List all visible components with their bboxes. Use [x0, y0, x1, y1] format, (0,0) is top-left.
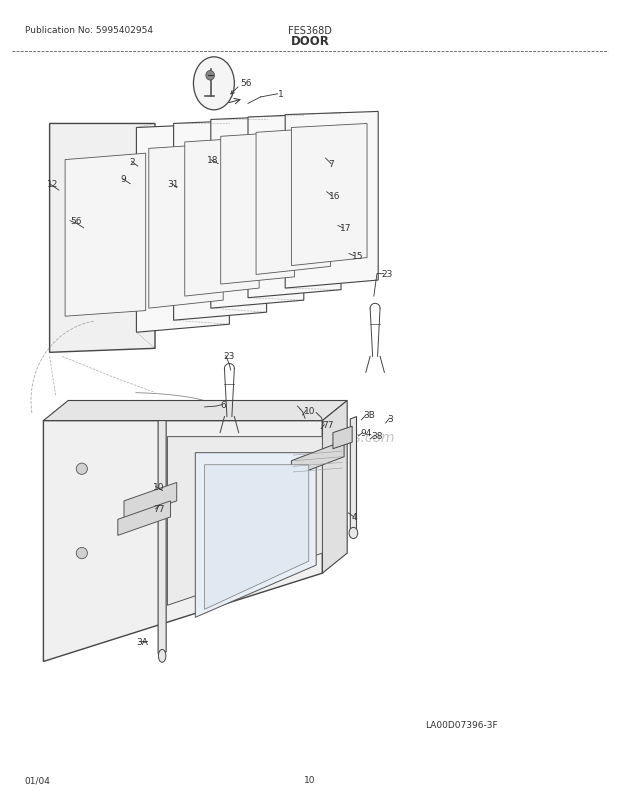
Text: 10: 10 [153, 482, 165, 492]
Text: 2: 2 [129, 157, 135, 167]
Ellipse shape [76, 548, 87, 559]
Text: 31: 31 [167, 180, 179, 189]
Text: LA00D07396-3F: LA00D07396-3F [425, 720, 497, 729]
Text: 10: 10 [304, 406, 316, 415]
Polygon shape [285, 112, 378, 289]
Text: 01/04: 01/04 [25, 776, 51, 784]
Polygon shape [211, 116, 304, 309]
Polygon shape [158, 421, 166, 654]
Polygon shape [149, 144, 223, 309]
Text: 9: 9 [120, 175, 126, 184]
Polygon shape [124, 483, 177, 520]
Ellipse shape [206, 71, 215, 81]
Polygon shape [43, 421, 322, 662]
Polygon shape [65, 154, 146, 317]
Text: 56: 56 [241, 79, 252, 88]
Text: 7: 7 [329, 160, 334, 169]
Text: 3A: 3A [136, 637, 148, 646]
Polygon shape [291, 441, 344, 477]
Circle shape [349, 528, 358, 539]
Polygon shape [50, 124, 155, 353]
Text: eReplacementParts.com: eReplacementParts.com [225, 430, 395, 444]
Text: 18: 18 [206, 156, 218, 165]
Text: 10: 10 [304, 776, 316, 784]
Ellipse shape [159, 650, 166, 662]
Text: 3: 3 [387, 414, 392, 423]
Text: 6: 6 [220, 400, 226, 410]
Polygon shape [350, 417, 356, 537]
Circle shape [193, 58, 234, 111]
Text: 23: 23 [381, 269, 392, 279]
Polygon shape [167, 437, 322, 606]
Text: 3B: 3B [363, 411, 375, 420]
Text: 94: 94 [360, 428, 371, 438]
Polygon shape [43, 401, 347, 421]
Polygon shape [195, 453, 316, 618]
Text: 23: 23 [223, 351, 234, 361]
Polygon shape [256, 128, 330, 275]
Text: 4: 4 [352, 512, 357, 522]
Text: 15: 15 [352, 252, 364, 261]
Polygon shape [205, 465, 309, 610]
Polygon shape [185, 138, 259, 297]
Polygon shape [333, 427, 352, 449]
Text: 12: 12 [47, 180, 58, 189]
Polygon shape [136, 124, 229, 333]
Polygon shape [248, 114, 341, 298]
Text: FES368D: FES368D [288, 26, 332, 35]
Polygon shape [322, 401, 347, 573]
Text: Publication No: 5995402954: Publication No: 5995402954 [25, 26, 153, 34]
Polygon shape [174, 120, 267, 321]
Text: 56: 56 [70, 217, 82, 226]
Text: 38: 38 [371, 431, 383, 441]
Text: 1: 1 [278, 90, 283, 99]
Ellipse shape [76, 464, 87, 475]
Polygon shape [118, 501, 170, 536]
Text: 77: 77 [153, 504, 165, 514]
Text: 16: 16 [329, 192, 341, 201]
Polygon shape [221, 132, 294, 285]
Text: DOOR: DOOR [291, 35, 329, 48]
Polygon shape [291, 124, 367, 266]
Text: 77: 77 [322, 420, 334, 430]
Text: 17: 17 [340, 224, 352, 233]
